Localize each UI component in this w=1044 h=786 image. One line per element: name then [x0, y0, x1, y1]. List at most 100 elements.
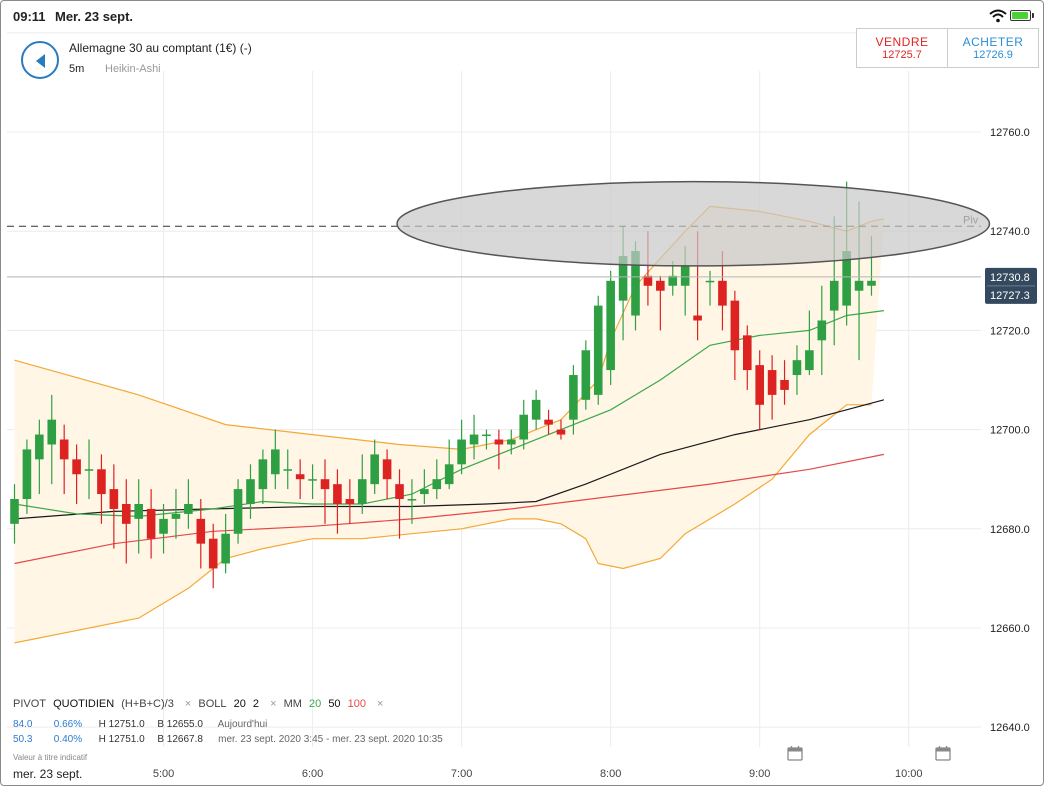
candle [420, 469, 429, 504]
candle [271, 429, 280, 490]
candle [97, 454, 106, 524]
candle-body [109, 489, 119, 509]
mm-period-50: 50 [328, 698, 341, 710]
trade-panel: VENDRE 12725.7 ACHETER 12726.9 [856, 28, 1039, 68]
pivot-label[interactable]: PIVOT [13, 698, 47, 710]
buy-button[interactable]: ACHETER 12726.9 [947, 29, 1038, 67]
stat-value: 84.0 [13, 719, 33, 730]
candle-body [184, 503, 193, 514]
candle-body [531, 399, 541, 420]
candle [507, 429, 516, 455]
candle-body [84, 469, 94, 471]
back-arrow-icon [36, 54, 45, 68]
candle-body [656, 280, 665, 291]
candle-body [730, 300, 740, 351]
candle [146, 489, 156, 559]
candle [208, 523, 218, 589]
candle [556, 419, 566, 440]
candle [432, 459, 442, 500]
pivot-close-icon[interactable]: × [184, 698, 192, 710]
back-button[interactable] [21, 41, 59, 79]
candle-body [817, 320, 827, 341]
price-badge-current: 12730.8 [990, 272, 1030, 284]
candle-body [333, 484, 342, 504]
y-tick-label: 12660.0 [990, 623, 1030, 635]
candle [407, 479, 417, 524]
candle [72, 444, 81, 504]
candle-body [221, 533, 230, 564]
candle-body [469, 434, 479, 445]
candle-body [618, 256, 628, 301]
candle-body [780, 380, 789, 390]
candle-body [693, 315, 702, 321]
status-date: Mer. 23 sept. [55, 9, 134, 24]
candle [581, 340, 591, 410]
candle [370, 439, 379, 495]
timeframe-selector[interactable]: 5m [69, 63, 85, 75]
candle-body [606, 280, 615, 371]
candle-body [159, 518, 168, 534]
candle [283, 449, 293, 490]
price-badge-secondary: 12727.3 [990, 290, 1030, 302]
candle-body [320, 479, 330, 490]
pivot-period[interactable]: QUOTIDIEN [53, 698, 115, 710]
candle [357, 454, 367, 514]
sell-button[interactable]: VENDRE 12725.7 [857, 29, 947, 67]
candle-body [842, 251, 851, 306]
stat-period: mer. 23 sept. 2020 3:45 - mer. 23 sept. … [218, 734, 443, 745]
candle-body [718, 280, 727, 306]
instrument-name[interactable]: Allemagne 30 au comptant (1€) (-) [69, 41, 252, 55]
candle-body [643, 275, 653, 286]
candle [109, 464, 119, 549]
x-tick-label: 6:00 [302, 768, 323, 780]
candle-body [171, 513, 181, 519]
pivot-formula: (H+B+C)/3 [121, 698, 174, 710]
candle [308, 464, 317, 500]
candle-body [556, 429, 566, 435]
stat-low: B 12655.0 [157, 719, 203, 730]
candle [544, 409, 553, 435]
candle-body [121, 503, 131, 524]
chart-overlays: Piv [7, 180, 991, 278]
boll-label[interactable]: BOLL [198, 698, 227, 710]
candle-body [482, 434, 491, 437]
x-tick-label: 7:00 [451, 768, 472, 780]
calendar-icon[interactable] [787, 745, 803, 761]
candle-body [382, 459, 392, 480]
stat-high: H 12751.0 [98, 734, 145, 745]
candle [569, 365, 578, 435]
candle [457, 419, 466, 475]
stats-row-today: 84.0 0.66% H 12751.0 B 12655.0 Aujourd'h… [13, 719, 267, 730]
candle-body [805, 350, 814, 371]
candle [295, 459, 305, 500]
mm-label[interactable]: MM [283, 698, 302, 710]
calendar-icon[interactable] [935, 745, 951, 761]
candle [171, 489, 181, 539]
candle-body [357, 479, 367, 504]
boll-close-icon[interactable]: × [270, 698, 277, 710]
candle-body [507, 439, 516, 445]
buy-price: 12726.9 [973, 49, 1013, 61]
candle [184, 479, 193, 529]
sell-label: VENDRE [875, 35, 929, 49]
candle [159, 503, 168, 554]
status-time: 09:11 [13, 9, 46, 24]
candle [22, 439, 32, 514]
stats-row-range: 50.3 0.40% H 12751.0 B 12667.8 mer. 23 s… [13, 734, 443, 745]
candle-body [519, 414, 529, 440]
candle [333, 469, 342, 534]
candle [196, 499, 206, 569]
mm-close-icon[interactable]: × [377, 698, 384, 710]
candle-body [767, 370, 777, 395]
candle [519, 399, 529, 450]
mm-period-100: 100 [347, 698, 366, 710]
candle-body [457, 439, 466, 465]
stat-percent: 0.40% [53, 734, 83, 745]
wifi-icon [989, 9, 1007, 23]
candle-body [742, 335, 752, 371]
stat-value: 50.3 [13, 734, 33, 745]
candle-body [271, 449, 280, 475]
chart-type-selector[interactable]: Heikin-Ashi [105, 63, 161, 75]
candle [531, 389, 541, 430]
